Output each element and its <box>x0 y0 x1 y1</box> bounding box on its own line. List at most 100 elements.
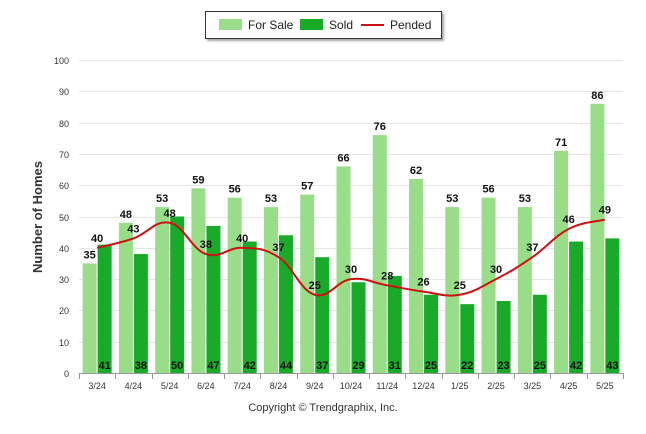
for-sale-value-label: 56 <box>229 184 241 196</box>
x-tick-label: 7/24 <box>233 381 251 391</box>
pended-value-label: 38 <box>200 239 212 251</box>
legend-label-for-sale: For Sale <box>248 18 294 32</box>
x-tick-label: 5/24 <box>161 381 179 391</box>
pended-line <box>96 218 606 297</box>
for-sale-value-label: 59 <box>192 174 204 186</box>
for-sale-bar <box>227 197 242 373</box>
legend-item-sold[interactable]: Sold <box>300 18 353 32</box>
legend-label-pended: Pended <box>390 18 432 32</box>
x-tick-label: 6/24 <box>197 381 215 391</box>
sold-bar <box>532 294 547 373</box>
sold-value-label: 22 <box>461 360 473 372</box>
y-tick-label: 80 <box>59 119 69 129</box>
copyright-text: Copyright © Trendgraphix, Inc. <box>248 402 398 414</box>
for-sale-bar <box>409 178 424 373</box>
y-tick-label: 0 <box>64 369 69 379</box>
x-tick-label: 1/25 <box>451 381 469 391</box>
x-tick-label: 5/25 <box>596 381 614 391</box>
sold-bar <box>387 275 402 373</box>
for-sale-value-label: 66 <box>337 152 349 164</box>
pended-value-label: 28 <box>381 270 393 282</box>
sold-value-label: 42 <box>244 360 256 372</box>
legend: For Sale Sold Pended <box>205 11 442 39</box>
pended-value-label: 25 <box>454 280 466 292</box>
x-tick-label: 12/24 <box>412 381 435 391</box>
pended-value-label: 25 <box>309 280 321 292</box>
legend-item-pended[interactable]: Pended <box>361 18 431 32</box>
x-tick-label: 11/24 <box>376 381 398 391</box>
x-tick-label: 10/24 <box>340 381 363 391</box>
for-sale-value-label: 53 <box>519 193 531 205</box>
y-tick-label: 60 <box>59 181 69 191</box>
for-sale-value-label: 71 <box>555 137 567 149</box>
x-tick-label: 2/25 <box>487 381 505 391</box>
x-tick-label: 4/25 <box>560 381 578 391</box>
sold-bar <box>170 216 185 373</box>
sold-value-label: 25 <box>534 360 546 372</box>
y-tick-label: 40 <box>59 244 69 254</box>
for-sale-bar <box>481 197 496 373</box>
sold-bar <box>133 254 148 373</box>
sold-bar <box>278 235 293 373</box>
for-sale-bar <box>118 222 133 373</box>
sold-value-label: 42 <box>570 360 582 372</box>
pended-value-label: 37 <box>272 242 284 254</box>
for-sale-value-label: 86 <box>591 90 603 102</box>
sold-bar <box>351 282 366 373</box>
grid-lines <box>79 60 623 374</box>
pended-value-label: 37 <box>526 242 538 254</box>
y-tick-label: 30 <box>59 275 69 285</box>
for-sale-swatch-icon <box>219 19 242 30</box>
pended-value-label: 40 <box>236 233 248 245</box>
sold-value-label: 23 <box>497 360 509 372</box>
for-sale-bar <box>590 103 605 373</box>
sold-value-label: 43 <box>606 360 618 372</box>
sold-value-label: 44 <box>280 360 293 372</box>
for-sale-value-label: 48 <box>120 209 132 221</box>
sold-bar <box>569 241 584 373</box>
legend-item-for-sale[interactable]: For Sale <box>219 18 293 32</box>
sold-bar <box>97 244 112 373</box>
pended-value-label: 43 <box>127 223 139 235</box>
x-tick-label: 4/24 <box>125 381 143 391</box>
y-tick-label: 100 <box>54 56 69 66</box>
y-tick-label: 90 <box>59 87 69 97</box>
pended-line-icon <box>361 24 384 26</box>
legend-label-sold: Sold <box>329 18 354 32</box>
bars <box>82 103 620 373</box>
x-tick-label: 9/24 <box>306 381 324 391</box>
pended-value-label: 26 <box>417 277 429 289</box>
pended-value-label: 30 <box>490 264 502 276</box>
for-sale-value-label: 53 <box>156 193 168 205</box>
for-sale-bar <box>372 135 387 373</box>
pended-line-path <box>96 218 606 297</box>
sold-value-label: 31 <box>389 360 401 372</box>
y-tick-label: 50 <box>59 213 69 223</box>
sold-bar <box>605 238 620 373</box>
pended-value-label: 30 <box>345 264 357 276</box>
for-sale-value-label: 53 <box>265 193 277 205</box>
for-sale-bar <box>155 207 170 373</box>
for-sale-bar <box>517 207 532 373</box>
for-sale-value-label: 56 <box>482 184 494 196</box>
sold-value-label: 25 <box>425 360 437 372</box>
pended-value-label: 49 <box>599 205 611 217</box>
for-sale-bar <box>191 188 206 373</box>
pended-value-label: 46 <box>562 214 574 226</box>
sold-value-label: 38 <box>135 360 147 372</box>
sold-value-label: 50 <box>171 360 183 372</box>
data-labels: 35 41 48 38 53 50 59 47 56 42 53 44 57 37 66 29 76 31 62 25… <box>84 90 619 372</box>
sold-bar <box>460 304 475 373</box>
sold-value-label: 41 <box>99 360 111 372</box>
sold-bar <box>242 241 257 373</box>
for-sale-bar <box>554 150 569 373</box>
sold-bar <box>315 257 330 373</box>
x-tick-label: 3/24 <box>88 381 106 391</box>
axes: 0 10 20 30 40 50 60 70 80 90 100 3/24 4/24 5/24 6/24 7/… <box>54 56 624 391</box>
for-sale-bar <box>336 166 351 373</box>
x-tick-label: 8/24 <box>270 381 288 391</box>
for-sale-bar <box>263 207 278 373</box>
sold-bar <box>424 294 439 373</box>
sold-value-label: 37 <box>316 360 328 372</box>
